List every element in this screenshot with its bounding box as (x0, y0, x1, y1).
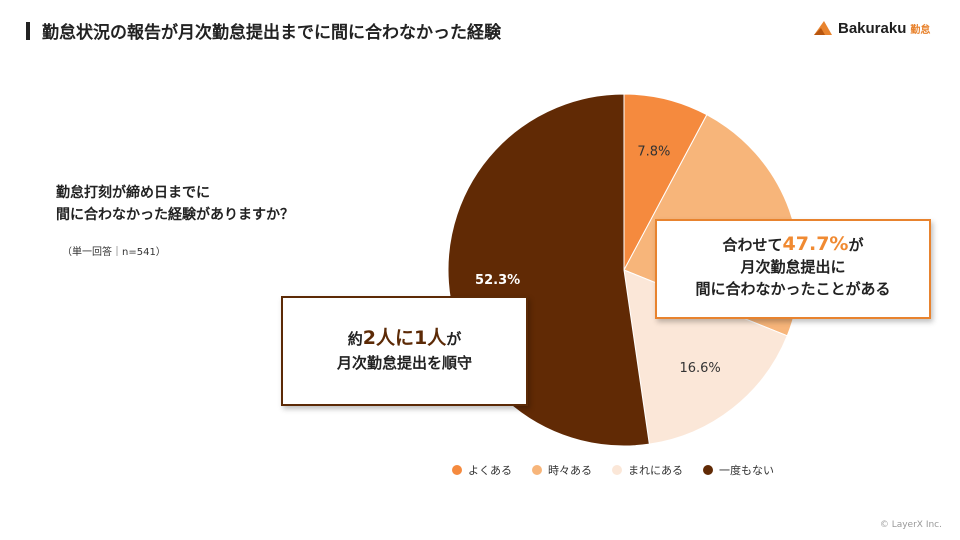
legend-swatch-1 (452, 465, 462, 475)
survey-question: 勤怠打刻が締め日までに 間に合わなかった経験がありますか？ (56, 182, 386, 226)
callout-left-post: が (446, 330, 462, 348)
legend-label-1: よくある (468, 464, 512, 477)
legend-item-4: 一度もない (703, 462, 774, 478)
legend-swatch-2 (532, 465, 542, 475)
callout-right-line-3: 間に合わなかったことがある (695, 280, 891, 298)
callout-left-line-1: 約2人に1人が (283, 326, 526, 351)
brand-sub: 勤怠 (910, 24, 931, 36)
callout-right-post: が (848, 236, 864, 254)
callout-left-pre: 約 (347, 330, 363, 348)
brand-mark-icon (814, 21, 832, 35)
callout-right-line-2: 月次勤怠提出に (740, 258, 846, 276)
brand-logo: Bakuraku 勤怠 (812, 14, 942, 42)
pie-label-4: 52.3% (475, 273, 520, 288)
brand-name: Bakuraku (838, 19, 907, 37)
callout-left-highlight: 2人に1人 (362, 327, 447, 349)
pie-label-1: 7.8% (637, 144, 670, 159)
copyright: © LayerX Inc. (879, 520, 942, 530)
sample-note: （単一回答｜n=541） (62, 247, 166, 258)
callout-on-time: 約2人に1人が 月次勤怠提出を順守 (281, 296, 528, 406)
legend-item-3: まれにある (612, 462, 683, 478)
legend-item-2: 時々ある (532, 462, 592, 478)
pie-label-3: 16.6% (679, 361, 720, 376)
callout-right-pre: 合わせて (722, 236, 783, 254)
legend-swatch-4 (703, 465, 713, 475)
legend-label-4: 一度もない (719, 464, 774, 477)
page-title: 勤怠状況の報告が月次勤怠提出までに間に合わなかった経験 (42, 23, 501, 43)
callout-right-highlight: 47.7% (782, 233, 849, 255)
legend-label-3: まれにある (628, 464, 683, 477)
legend-item-1: よくある (452, 462, 512, 478)
callout-left-line-2: 月次勤怠提出を順守 (336, 354, 472, 372)
question-line-1: 勤怠打刻が締め日までに (56, 185, 210, 201)
question-line-2: 間に合わなかった経験がありますか？ (56, 207, 294, 223)
title-accent-bar (26, 22, 30, 40)
callout-late-total: 合わせて47.7%が 月次勤怠提出に 間に合わなかったことがある (655, 219, 931, 319)
legend-label-2: 時々ある (548, 464, 592, 477)
chart-legend: よくある 時々ある まれにある 一度もない (452, 462, 774, 478)
callout-right-line-1: 合わせて47.7%が (657, 233, 929, 256)
legend-swatch-3 (612, 465, 622, 475)
